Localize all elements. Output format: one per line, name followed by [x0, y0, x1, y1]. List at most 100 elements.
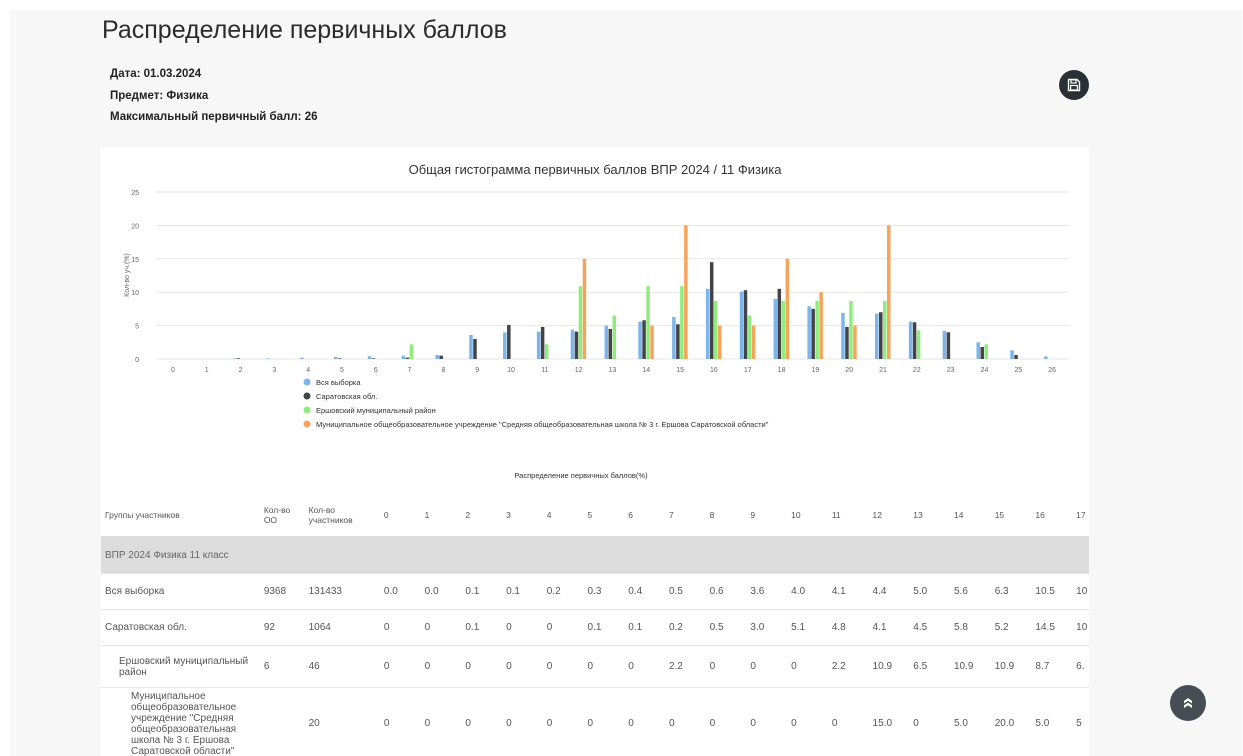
- bar-1: [879, 312, 883, 359]
- bar-0: [773, 298, 778, 359]
- row-participant-count: 20: [304, 687, 380, 756]
- bar-3: [684, 225, 688, 359]
- row-value-cell: 0.5: [705, 609, 747, 646]
- bar-3: [819, 292, 823, 359]
- bar-1: [777, 288, 782, 359]
- column-header: 11: [827, 494, 869, 537]
- bar-0: [266, 358, 270, 359]
- row-oo-count: 9368: [259, 573, 305, 610]
- y-tick-label: 5: [135, 324, 139, 331]
- x-tick-label: 12: [575, 367, 583, 374]
- row-value-cell: 5.0: [949, 687, 991, 756]
- bar-1: [709, 262, 714, 359]
- bar-0: [367, 356, 372, 359]
- page-title: Распределение первичных баллов: [102, 16, 507, 44]
- bar-2: [849, 300, 853, 359]
- row-value-cell: 0: [542, 645, 584, 688]
- row-value-cell: 2.2: [827, 645, 869, 688]
- row-value-cell: 20.0: [990, 687, 1032, 756]
- column-header: 6: [624, 494, 665, 537]
- row-value-cell: 8.7: [1031, 645, 1073, 688]
- row-value-cell: 5.2: [990, 609, 1032, 646]
- table-row: Вся выборка 9368 131433 0.0 0.0 0.1 0.1 0.2 0.3 0…: [101, 573, 1089, 610]
- row-value-cell: 5: [1072, 687, 1089, 756]
- row-value-cell: 3.0: [746, 609, 788, 646]
- row-value-cell: 0: [583, 645, 625, 688]
- bar-1: [473, 338, 477, 359]
- row-value-cell: 0: [502, 645, 543, 688]
- row-value-cell: 0: [502, 687, 543, 756]
- bar-0: [570, 329, 575, 359]
- column-header: 16: [1031, 494, 1073, 537]
- chevron-double-up-icon: »: [1177, 697, 1199, 709]
- row-value-cell: 3.6: [746, 573, 788, 610]
- row-value-cell: 10.5: [1031, 573, 1073, 610]
- bar-1: [405, 357, 410, 359]
- column-header: 2: [461, 494, 503, 537]
- column-header: Кол-во участников: [304, 494, 380, 537]
- column-header: 10: [787, 494, 828, 537]
- scroll-top-button[interactable]: »: [1170, 685, 1206, 721]
- bar-2: [883, 300, 887, 359]
- bar-2: [916, 330, 921, 359]
- row-group-name: Вся выборка: [101, 573, 260, 610]
- row-value-cell: 10.9: [949, 645, 991, 688]
- row-value-cell: 10.9: [990, 645, 1032, 688]
- bar-0: [672, 316, 676, 359]
- x-tick-label: 25: [1014, 367, 1022, 374]
- table-row: Муниципальное общеобразовательное учрежд…: [101, 687, 1089, 756]
- table-row: Ершовский муниципальный район 6 46 0 0 0 0 0 0 0 2…: [101, 645, 1089, 688]
- x-tick-label: 20: [845, 367, 853, 374]
- column-header: 8: [705, 494, 747, 537]
- x-tick-label: 23: [947, 367, 955, 374]
- bar-0: [875, 313, 879, 359]
- table-header-row: Группы участников Кол-во ОО Кол-во участни…: [101, 494, 1089, 537]
- bar-0: [333, 356, 338, 359]
- row-value-cell: 0.4: [624, 573, 665, 610]
- bar-0: [807, 306, 811, 359]
- bar-1: [540, 326, 545, 359]
- bar-0: [401, 355, 406, 359]
- column-header: 0: [379, 494, 421, 537]
- row-value-cell: 0.2: [664, 609, 706, 646]
- x-tick-label: 2: [239, 367, 243, 374]
- row-value-cell: 0: [787, 687, 828, 756]
- row-value-cell: 0: [827, 687, 869, 756]
- row-value-cell: 5.0: [909, 573, 950, 610]
- row-value-cell: 6.5: [909, 645, 950, 688]
- legend-item: Саратовская обл.: [316, 392, 377, 401]
- bar-1: [337, 358, 342, 359]
- bar-1: [1014, 354, 1018, 359]
- x-tick-label: 16: [710, 367, 718, 374]
- x-tick-label: 5: [340, 367, 344, 374]
- row-value-cell: 0: [746, 645, 788, 688]
- bar-2: [713, 300, 718, 359]
- bar-1: [608, 328, 612, 359]
- column-header: 5: [583, 494, 625, 537]
- x-tick-label: 15: [676, 367, 684, 374]
- x-tick-label: 17: [744, 367, 752, 374]
- legend-marker: [303, 392, 311, 400]
- column-header: 4: [542, 494, 584, 537]
- save-button[interactable]: [1059, 70, 1089, 100]
- group-label: ВПР 2024 Физика 11 класс: [101, 536, 1089, 574]
- row-group-name: Ершовский муниципальный район: [101, 645, 260, 688]
- x-tick-label: 10: [507, 367, 515, 374]
- bar-1: [574, 331, 579, 359]
- row-value-cell: 0.1: [461, 573, 503, 610]
- row-value-cell: 0: [502, 609, 543, 646]
- row-value-cell: 0: [705, 645, 747, 688]
- x-tick-label: 3: [272, 367, 276, 374]
- column-header: Группы участников: [101, 494, 260, 537]
- row-value-cell: 5.6: [949, 573, 991, 610]
- bar-3: [717, 325, 722, 359]
- row-value-cell: 4.4: [868, 573, 910, 610]
- bar-0: [976, 342, 980, 359]
- bar-2: [578, 286, 583, 359]
- save-icon: [1067, 78, 1081, 92]
- row-value-cell: 0: [705, 687, 747, 756]
- row-value-cell: 0: [542, 609, 584, 646]
- x-tick-label: 0: [171, 367, 175, 374]
- row-oo-count: 6: [259, 645, 305, 688]
- row-value-cell: 2.2: [664, 645, 706, 688]
